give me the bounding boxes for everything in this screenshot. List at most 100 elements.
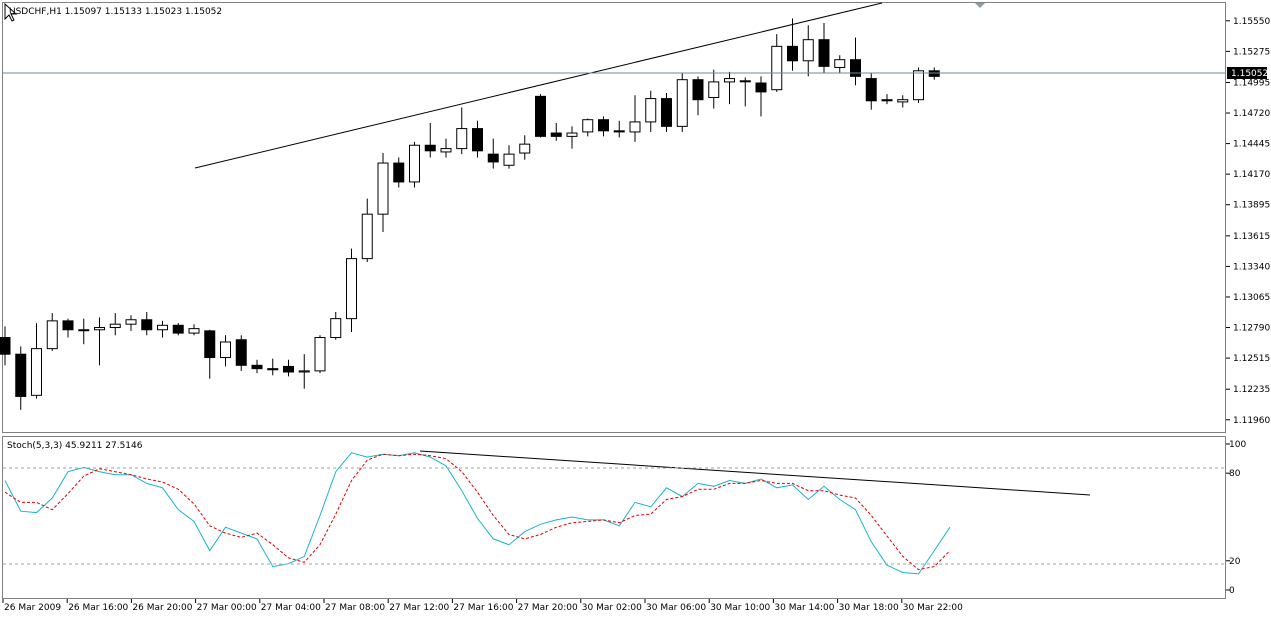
price-tick-label: 1.12515 <box>1233 354 1270 364</box>
stoch-lines <box>4 452 951 575</box>
candle-up <box>724 78 735 83</box>
time-tick-label: 27 Mar 20:00 <box>518 603 578 613</box>
candle-down <box>755 82 767 93</box>
candle-down <box>535 95 546 137</box>
candle-up <box>913 70 924 101</box>
candle-down <box>141 319 153 331</box>
time-tick-label: 30 Mar 10:00 <box>710 603 770 613</box>
current-price-label: 1.15052 <box>1231 69 1268 79</box>
candle-down <box>661 98 672 127</box>
stoch-signal-line <box>4 453 951 571</box>
price-tick-label: 1.15550 <box>1233 17 1270 27</box>
candle-up <box>645 98 657 123</box>
candle-down <box>15 353 27 397</box>
candle-down <box>204 330 216 359</box>
time-tick-label: 30 Mar 22:00 <box>903 603 963 613</box>
stoch-tick-label: 80 <box>1229 469 1241 479</box>
time-tick-label: 26 Mar 20:00 <box>132 603 192 613</box>
indicator-header: Stoch(5,3,3) 45.9211 27.5146 <box>7 441 143 451</box>
price-tick-label: 1.14720 <box>1233 109 1270 119</box>
price-pane-frame <box>2 2 1226 433</box>
time-tick-label: 26 Mar 16:00 <box>68 603 128 613</box>
time-tick-label: 27 Mar 12:00 <box>389 603 449 613</box>
candle-up <box>629 121 641 133</box>
time-tick-label: 30 Mar 18:00 <box>839 603 899 613</box>
candle-up <box>157 324 168 331</box>
stoch-pane-frame <box>2 436 1226 599</box>
candle-up <box>377 162 389 215</box>
candle-up <box>739 80 751 83</box>
candle-up <box>188 328 200 334</box>
candle-up <box>802 39 814 62</box>
price-resistance-trendline[interactable] <box>194 2 883 169</box>
candle-down <box>472 128 483 152</box>
candle-down <box>550 132 562 137</box>
stoch-tick-label: 20 <box>1229 557 1241 567</box>
price-tick-label: 1.14170 <box>1233 170 1270 180</box>
candle-up <box>125 319 137 325</box>
price-tick-label: 1.13895 <box>1233 201 1270 211</box>
price-tick-label: 1.11960 <box>1233 416 1270 426</box>
candle-up <box>676 79 688 127</box>
time-tick-label: 27 Mar 16:00 <box>453 603 513 613</box>
candle-up <box>582 119 594 133</box>
time-tick-label: 30 Mar 14:00 <box>774 603 834 613</box>
candle-down <box>928 70 940 77</box>
mouse-cursor-icon <box>4 2 18 22</box>
candle-up <box>834 59 846 68</box>
current-price-tag <box>1227 67 1267 79</box>
price-tick-label: 1.12790 <box>1233 324 1270 334</box>
candle-down <box>235 339 247 366</box>
price-tick-label: 1.13340 <box>1233 262 1270 272</box>
candle-down <box>818 39 830 67</box>
candle-up <box>346 258 357 320</box>
candle-down <box>283 365 294 373</box>
candle-up <box>46 320 58 350</box>
time-tick-label: 27 Mar 08:00 <box>325 603 385 613</box>
chart-shift-marker-icon[interactable] <box>975 3 985 8</box>
candle-down <box>251 364 263 370</box>
candle-up <box>409 144 420 183</box>
candle-down <box>267 368 279 371</box>
candle-down <box>865 78 877 102</box>
candle-up <box>440 148 452 153</box>
stoch-tick-label: 0 <box>1229 586 1235 596</box>
time-tick-label: 30 Mar 06:00 <box>646 603 706 613</box>
candle-up <box>298 370 310 373</box>
candle-down <box>613 130 625 133</box>
price-y-axis: 1.15550 1.15275 1.14995 1.14720 1.14445 1.141… <box>1226 17 1270 426</box>
price-tick-label: 1.14995 <box>1233 78 1270 88</box>
candle-down <box>598 119 609 132</box>
candle-down <box>487 153 499 163</box>
candle-down <box>881 99 893 102</box>
time-tick-label: 30 Mar 02:00 <box>582 603 642 613</box>
candle-up <box>519 143 531 154</box>
candle-down <box>172 324 184 334</box>
candle-up <box>94 327 105 331</box>
price-tick-label: 1.14445 <box>1233 140 1270 150</box>
candle-up <box>897 99 909 103</box>
candle-up <box>31 348 42 396</box>
candle-down <box>424 144 436 152</box>
candle-up <box>330 318 342 339</box>
candle-up <box>78 329 90 332</box>
stoch-trendline[interactable] <box>419 450 1091 496</box>
symbol-header: USDCHF,H1 1.15097 1.15133 1.15023 1.1505… <box>9 7 222 17</box>
time-tick-label: 26 Mar 2009 <box>4 603 61 613</box>
candle-up <box>566 132 578 137</box>
stoch-main-line <box>4 452 951 575</box>
candle-down <box>62 320 74 331</box>
candle-down <box>850 59 861 77</box>
candle-down <box>393 162 405 183</box>
candle-down <box>0 337 11 355</box>
candle-up <box>314 337 326 372</box>
price-tick-label: 1.12235 <box>1233 385 1270 395</box>
candle-down <box>692 79 704 101</box>
candle-up <box>771 45 783 91</box>
candle-up <box>503 153 515 166</box>
stoch-y-axis: 100 80 20 0 <box>1226 440 1246 596</box>
stoch-tick-label: 100 <box>1229 440 1246 450</box>
price-tick-label: 1.13065 <box>1233 293 1270 303</box>
price-tick-label: 1.13615 <box>1233 232 1270 242</box>
